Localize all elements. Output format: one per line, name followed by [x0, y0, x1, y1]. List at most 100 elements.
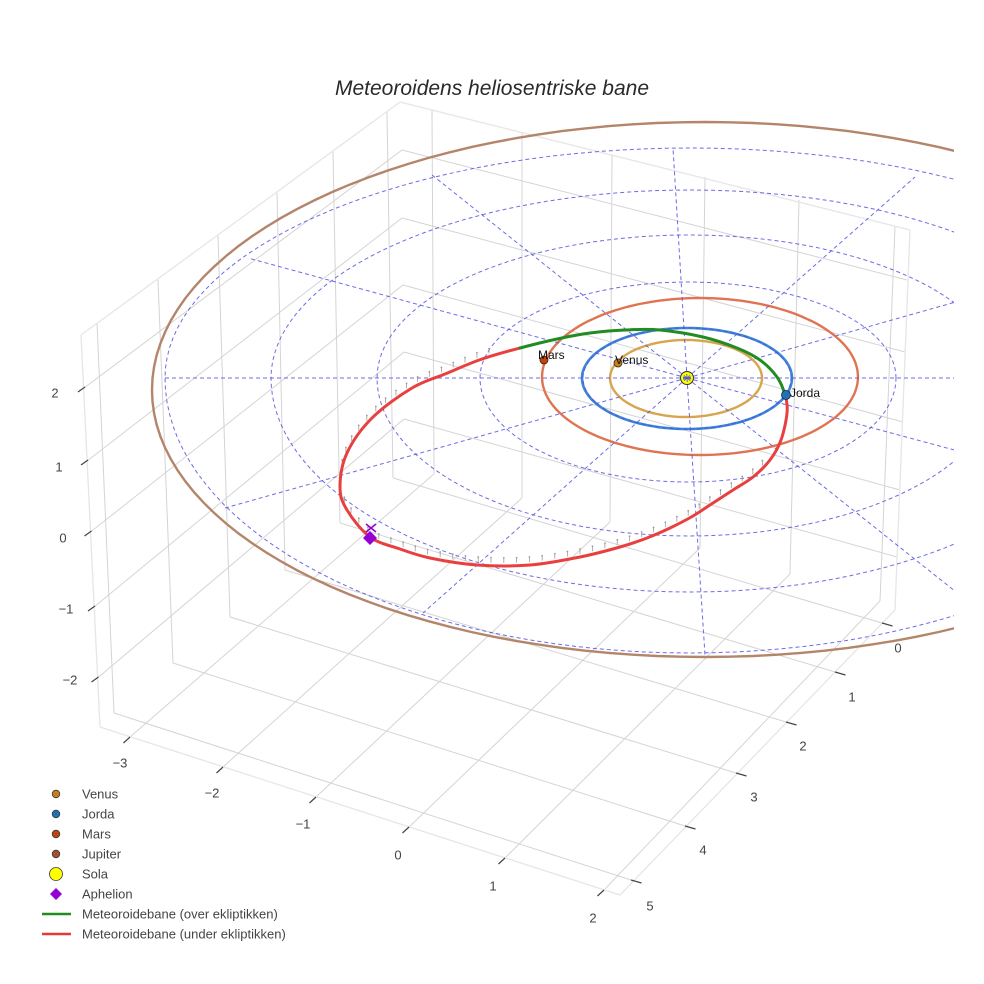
box-edge: [80, 101, 401, 336]
gridline: [789, 199, 800, 575]
x-axis: −3 −2 −1 0 1 2: [113, 736, 605, 926]
gridline: [392, 477, 883, 624]
legend-item-toggle-area[interactable]: [38, 824, 308, 844]
meteoroid-orbit-below-ecliptic: [338, 346, 789, 568]
drop-line-tip: [464, 356, 466, 359]
drop-line-tip: [730, 482, 733, 484]
legend-item-sola[interactable]: Sola: [38, 864, 308, 884]
x-axis-tick-label: 0: [394, 848, 401, 863]
planet-label-mars: Mars: [538, 348, 565, 362]
gridline: [879, 226, 896, 602]
gridline: [401, 217, 906, 353]
legend-diamond-swatch: [50, 888, 62, 900]
jupiter-orbit: [150, 120, 954, 659]
gridline: [222, 497, 523, 768]
legend-item-toggle-area[interactable]: [38, 884, 308, 904]
legend-item-jorda[interactable]: Jorda: [38, 804, 308, 824]
drop-line-tip: [528, 556, 531, 558]
body-markers: [363, 355, 791, 545]
gridline: [129, 473, 435, 738]
drop-line-tip: [553, 552, 556, 555]
gridline: [229, 616, 737, 774]
drop-line-tip: [488, 347, 490, 350]
legend-item-jupiter[interactable]: Jupiter: [38, 844, 308, 864]
ecliptic-radial-line: [422, 377, 688, 614]
ecliptic-radial-line: [431, 174, 688, 379]
drop-line-tip: [416, 375, 419, 378]
aphelion-x-marker: [365, 523, 377, 533]
legend: Venus Jorda Mars Jupiter Sola Aphelion Meteoro…: [38, 784, 308, 944]
legend-circle-swatch: [51, 829, 61, 839]
drop-line-tip: [566, 550, 569, 553]
y-axis-tick-label: 1: [848, 690, 855, 705]
legend-item-toggle-area[interactable]: [38, 804, 308, 824]
y-axis-tick: [630, 879, 642, 884]
aphelion-diamond-marker: [363, 531, 377, 545]
drop-line-tip: [687, 509, 690, 512]
jorda-marker: [781, 390, 791, 400]
drop-line-tip: [708, 496, 711, 498]
y-axis-tick-label: 0: [894, 641, 901, 656]
drop-line-tip: [502, 557, 505, 559]
box-edge: [619, 609, 896, 896]
drop-line-tip: [350, 507, 352, 510]
gridline: [113, 712, 632, 881]
box-edge: [894, 229, 911, 611]
drop-line-tip: [675, 515, 678, 518]
y-axis-tick-label: 3: [750, 790, 757, 805]
drop-line-tip: [402, 541, 404, 543]
drop-line-tip: [384, 397, 387, 400]
legend-item-toggle-area[interactable]: [38, 784, 308, 804]
drop-line-tip: [515, 556, 518, 559]
legend-item-toggle-area[interactable]: [38, 844, 308, 864]
x-axis-tick: [216, 766, 224, 774]
z-axis-tick: [84, 530, 92, 537]
legend-label: Jupiter: [82, 847, 122, 862]
legend-circle-swatch: [51, 809, 61, 819]
y-axis: 0 1 2 3 4 5: [630, 622, 902, 914]
gridline: [401, 149, 908, 281]
drop-line-tip: [426, 548, 429, 551]
gridline: [339, 522, 836, 673]
drop-line-tip: [377, 533, 380, 535]
legend-item-mars[interactable]: Mars: [38, 824, 308, 844]
z-axis-tick: [87, 605, 96, 612]
gridline: [431, 109, 435, 475]
gridline: [284, 569, 787, 723]
z-axis-tick-label: 0: [59, 531, 66, 546]
legend-item-meteoroidebane-under-ekliptikken[interactable]: Meteoroidebane (under ekliptikken): [38, 924, 308, 944]
drop-line-tip: [476, 351, 478, 354]
z-axis-tick-label: 1: [55, 460, 62, 475]
y-axis-tick-label: 5: [646, 899, 653, 914]
drop-line-tip: [357, 517, 360, 520]
legend-label: Sola: [82, 867, 109, 882]
legend-label: Aphelion: [82, 887, 133, 902]
drop-line-tip: [698, 503, 701, 506]
3d-scene[interactable]: Mars Venus Jorda: [0, 100, 984, 920]
legend-item-venus[interactable]: Venus: [38, 784, 308, 804]
gridline: [86, 217, 403, 462]
ecliptic-radial-line: [686, 301, 954, 379]
drop-line-tip: [579, 548, 581, 550]
ecliptic-circle: [582, 327, 792, 430]
x-axis-tick-label: 2: [589, 911, 596, 926]
legend-label: Venus: [82, 787, 119, 802]
legend-label: Meteoroidebane (under ekliptikken): [82, 927, 286, 942]
legend-item-meteoroidebane-over-ekliptikken[interactable]: Meteoroidebane (over ekliptikken): [38, 904, 308, 924]
meteoroid-orbit-above-ecliptic: [518, 327, 787, 397]
drop-line-tip: [414, 545, 417, 548]
planet-label-jorda: Jorda: [790, 386, 820, 400]
drop-line-tip: [345, 446, 347, 449]
legend-label: Jorda: [82, 807, 115, 822]
legend-item-aphelion[interactable]: Aphelion: [38, 884, 308, 904]
drop-line-tip: [604, 542, 606, 545]
ecliptic-radial-line: [672, 147, 688, 379]
y-axis-tick: [735, 772, 747, 777]
legend-item-toggle-area[interactable]: [38, 864, 308, 884]
axes: −3 −2 −1 0 1 2 0 1 2 3 4 5 2 1 0 −1 −2: [51, 386, 901, 926]
x-axis-tick: [597, 889, 605, 897]
gridline: [609, 153, 613, 523]
box-edge: [99, 726, 621, 896]
